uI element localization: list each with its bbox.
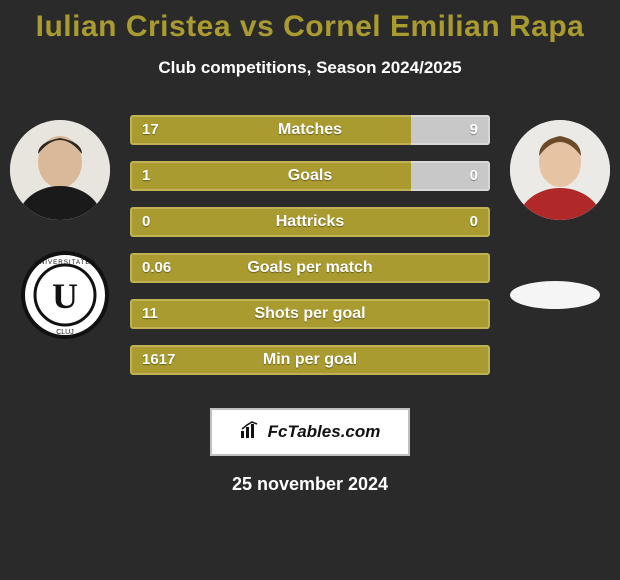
stat-label: Min per goal [130, 345, 490, 375]
stat-label: Matches [130, 115, 490, 145]
branding-box: FcTables.com [210, 408, 410, 456]
subtitle: Club competitions, Season 2024/2025 [0, 58, 620, 78]
player2-name: Cornel Emilian Rapa [283, 10, 584, 43]
stat-row: 1617Min per goal [130, 345, 490, 375]
player1-club-badge: U UNIVERSITATEA CLUJ [20, 250, 110, 340]
svg-text:CLUJ: CLUJ [56, 329, 74, 336]
svg-text:U: U [52, 276, 78, 316]
stat-row: 179Matches [130, 115, 490, 145]
stat-label: Shots per goal [130, 299, 490, 329]
stat-row: 11Shots per goal [130, 299, 490, 329]
stat-bars: 179Matches 10Goals 00Hattricks 0.06Goals pe… [130, 115, 490, 391]
comparison-content: U UNIVERSITATEA CLUJ 179Matches 10Goals 00… [0, 110, 620, 390]
person-icon [10, 120, 110, 220]
branding-text: FcTables.com [268, 422, 381, 442]
person-icon [510, 120, 610, 220]
chart-icon [240, 421, 262, 444]
player2-club-badge [510, 250, 600, 340]
stat-row: 0.06Goals per match [130, 253, 490, 283]
svg-text:UNIVERSITATEA: UNIVERSITATEA [34, 259, 95, 266]
stat-label: Goals per match [130, 253, 490, 283]
ellipse-icon [510, 281, 600, 309]
club-badge-icon: U UNIVERSITATEA CLUJ [20, 250, 110, 340]
date-text: 25 november 2024 [0, 474, 620, 495]
stat-row: 00Hattricks [130, 207, 490, 237]
stat-row: 10Goals [130, 161, 490, 191]
player1-avatar [10, 120, 110, 220]
stat-label: Hattricks [130, 207, 490, 237]
player1-name: Iulian Cristea [36, 10, 231, 43]
page-title: Iulian Cristea vs Cornel Emilian Rapa [0, 0, 620, 44]
stat-label: Goals [130, 161, 490, 191]
vs-text: vs [240, 10, 274, 43]
player2-avatar [510, 120, 610, 220]
